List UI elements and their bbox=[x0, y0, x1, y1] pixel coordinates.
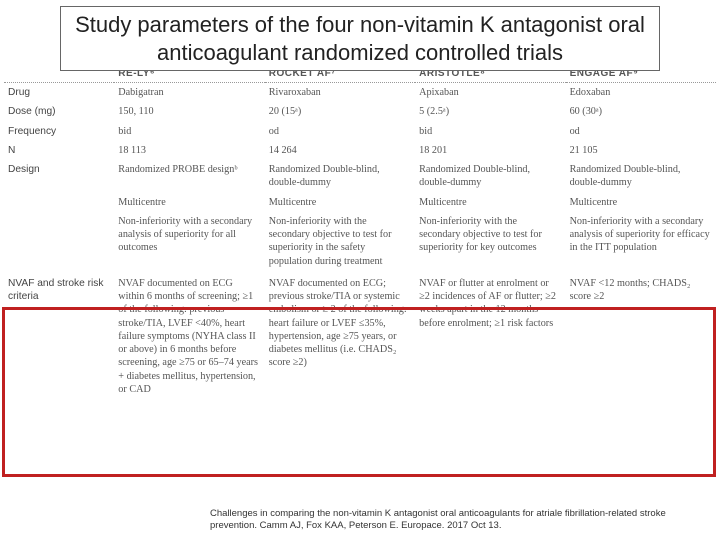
table-cell: Multicentre bbox=[265, 193, 415, 212]
table-cell: 18 113 bbox=[114, 141, 264, 160]
table-cell: NVAF documented on ECG; previous stroke/… bbox=[265, 271, 415, 402]
table-cell: Randomized Double-blind, double-dummy bbox=[415, 160, 565, 193]
table-cell: Randomized Double-blind, double-dummy bbox=[566, 160, 716, 193]
table-cell: Multicentre bbox=[415, 193, 565, 212]
row-header: N bbox=[4, 141, 114, 160]
table-cell: bid bbox=[415, 122, 565, 141]
row-header: NVAF and stroke risk criteria bbox=[4, 271, 114, 402]
table-cell: 60 (30ᵃ) bbox=[566, 102, 716, 121]
table-cell: Multicentre bbox=[566, 193, 716, 212]
citation-text: Challenges in comparing the non-vitamin … bbox=[210, 508, 710, 532]
table-cell: Non-inferiority with the secondary objec… bbox=[415, 212, 565, 271]
table-cell: 150, 110 bbox=[114, 102, 264, 121]
table-cell: 21 105 bbox=[566, 141, 716, 160]
row-header: Drug bbox=[4, 83, 114, 103]
table-row: N18 11314 26418 20121 105 bbox=[4, 141, 716, 160]
row-header bbox=[4, 193, 114, 212]
table-row: DrugDabigatranRivaroxabanApixabanEdoxaba… bbox=[4, 83, 716, 103]
row-header bbox=[4, 212, 114, 271]
table-row: MulticentreMulticentreMulticentreMultice… bbox=[4, 193, 716, 212]
table-cell: 18 201 bbox=[415, 141, 565, 160]
table-cell: NVAF or flutter at enrolment or ≥2 incid… bbox=[415, 271, 565, 402]
table-cell: Dabigatran bbox=[114, 83, 264, 103]
comparison-table: RE-LY⁶ ROCKET AF⁷ ARISTOTLE⁸ ENGAGE AF⁹ … bbox=[4, 62, 716, 402]
slide: Study parameters of the four non-vitamin… bbox=[0, 0, 720, 540]
table-row: Non-inferiority with a secondary analysi… bbox=[4, 212, 716, 271]
table-body: DrugDabigatranRivaroxabanApixabanEdoxaba… bbox=[4, 83, 716, 403]
table-cell: Apixaban bbox=[415, 83, 565, 103]
table-row: Frequencybidodbidod bbox=[4, 122, 716, 141]
table-cell: Multicentre bbox=[114, 193, 264, 212]
row-header: Dose (mg) bbox=[4, 102, 114, 121]
table-row: NVAF and stroke risk criteriaNVAF docume… bbox=[4, 271, 716, 402]
table-cell: Non-inferiority with the secondary objec… bbox=[265, 212, 415, 271]
table-cell: 5 (2.5ᵃ) bbox=[415, 102, 565, 121]
table-cell: Non-inferiority with a secondary analysi… bbox=[114, 212, 264, 271]
table-cell: Rivaroxaban bbox=[265, 83, 415, 103]
table-cell: NVAF documented on ECG within 6 months o… bbox=[114, 271, 264, 402]
table-row: DesignRandomized PROBE designᵇRandomized… bbox=[4, 160, 716, 193]
comparison-table-wrap: RE-LY⁶ ROCKET AF⁷ ARISTOTLE⁸ ENGAGE AF⁹ … bbox=[4, 62, 716, 402]
table-cell: bid bbox=[114, 122, 264, 141]
slide-title: Study parameters of the four non-vitamin… bbox=[60, 6, 660, 71]
table-cell: Randomized Double-blind, double-dummy bbox=[265, 160, 415, 193]
table-cell: Edoxaban bbox=[566, 83, 716, 103]
table-row: Dose (mg)150, 11020 (15ᵃ)5 (2.5ᵃ)60 (30ᵃ… bbox=[4, 102, 716, 121]
table-cell: od bbox=[566, 122, 716, 141]
table-cell: 20 (15ᵃ) bbox=[265, 102, 415, 121]
row-header: Frequency bbox=[4, 122, 114, 141]
table-cell: 14 264 bbox=[265, 141, 415, 160]
table-cell: Non-inferiority with a secondary analysi… bbox=[566, 212, 716, 271]
table-cell: NVAF <12 months; CHADS₂ score ≥2 bbox=[566, 271, 716, 402]
row-header: Design bbox=[4, 160, 114, 193]
table-cell: od bbox=[265, 122, 415, 141]
table-cell: Randomized PROBE designᵇ bbox=[114, 160, 264, 193]
